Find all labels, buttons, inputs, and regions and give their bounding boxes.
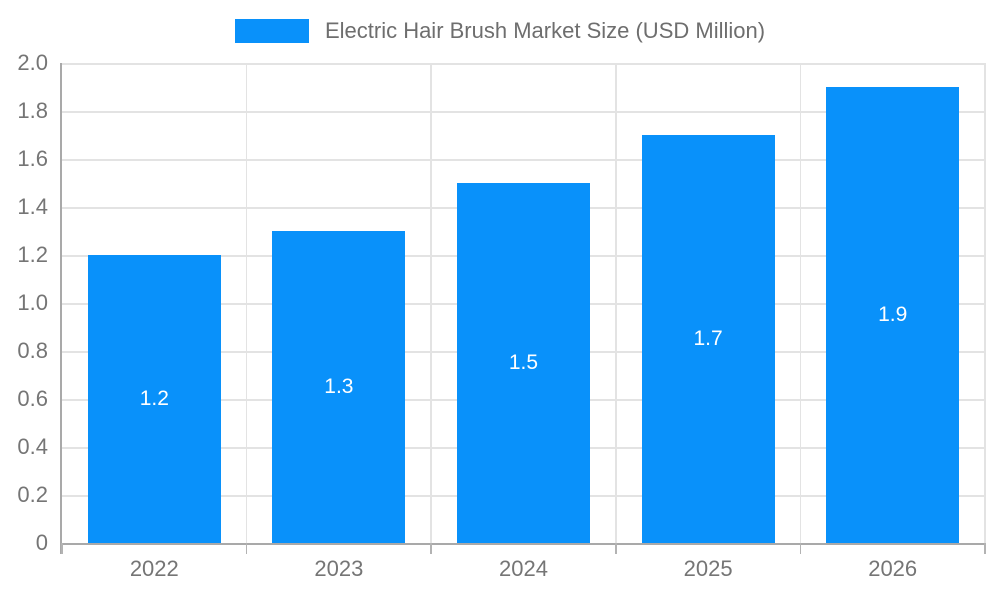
x-axis-tick xyxy=(430,543,432,554)
legend-series-label: Electric Hair Brush Market Size (USD Mil… xyxy=(324,18,766,43)
y-axis-tick-label: 1.4 xyxy=(17,194,48,219)
y-axis-tick-label: 2.0 xyxy=(17,50,48,75)
bar-2026[interactable]: 1.9 xyxy=(826,87,960,543)
y-axis-tick-label: 0.8 xyxy=(17,338,48,363)
plot-area: 1.2 1.3 1.5 1.7 1.9 xyxy=(60,63,986,554)
x-axis-tick-label: 2026 xyxy=(868,556,918,581)
x-axis-tick-label: 2024 xyxy=(499,556,548,581)
x-axis-tick-label: 2022 xyxy=(129,556,179,581)
x-axis-tick-label: 2023 xyxy=(314,556,364,581)
legend[interactable]: Electric Hair Brush Market Size (USD Mil… xyxy=(0,16,1000,46)
x-axis-tick xyxy=(799,543,802,554)
bar-2024[interactable]: 1.5 xyxy=(457,183,590,543)
y-axis-tick-label: 0.6 xyxy=(17,386,48,411)
bar-value-label: 1.5 xyxy=(508,351,539,374)
gridline-vertical xyxy=(799,63,802,543)
x-axis-tick xyxy=(61,543,63,554)
bar-2023[interactable]: 1.3 xyxy=(272,231,406,543)
y-axis-line xyxy=(60,63,62,554)
x-axis-tick-label: 2025 xyxy=(683,556,733,581)
y-axis-tick-label: 0 xyxy=(35,530,48,555)
bar-value-label: 1.3 xyxy=(324,375,354,398)
bar-value-label: 1.9 xyxy=(878,303,908,326)
gridline-horizontal xyxy=(62,111,985,113)
y-axis-tick-label: 0.2 xyxy=(17,482,48,507)
y-axis-tick-label: 1.6 xyxy=(17,146,48,171)
gridline-horizontal xyxy=(62,159,985,161)
x-axis-tick xyxy=(984,543,986,554)
y-axis-tick-label: 0.4 xyxy=(17,434,48,459)
x-axis-tick xyxy=(245,543,248,554)
y-axis-tick-label: 1.0 xyxy=(17,290,48,315)
y-axis-tick-label: 1.2 xyxy=(17,242,48,267)
bar-value-label: 1.7 xyxy=(693,327,723,350)
gridline-vertical xyxy=(430,63,432,543)
gridline-vertical xyxy=(984,63,986,543)
bar-value-label: 1.2 xyxy=(139,387,169,410)
gridline-vertical xyxy=(615,63,617,543)
gridline-horizontal xyxy=(62,63,985,65)
legend-swatch xyxy=(234,19,309,43)
bar-2025[interactable]: 1.7 xyxy=(641,135,775,543)
x-axis-tick xyxy=(615,543,617,554)
gridline-vertical xyxy=(245,63,248,543)
x-axis-line xyxy=(60,543,985,545)
y-axis-tick-label: 1.8 xyxy=(17,98,48,123)
bar-2022[interactable]: 1.2 xyxy=(87,255,221,543)
